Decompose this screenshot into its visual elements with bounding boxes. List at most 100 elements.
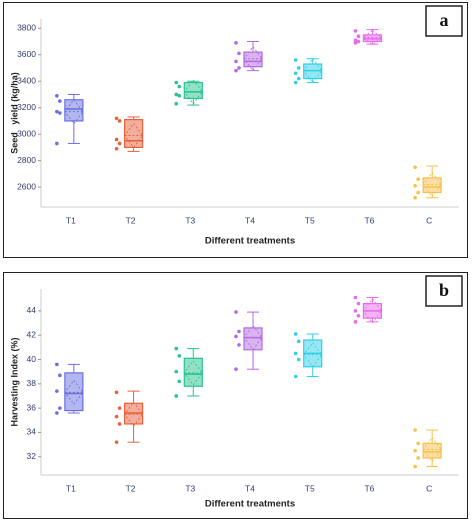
chart: 32 34 36 38 40 42 44 Harvesting Index (%) Differ… <box>9 275 463 510</box>
data-point <box>55 389 59 393</box>
y-tick-label: 3400 <box>17 75 36 85</box>
data-point <box>356 34 361 39</box>
data-point <box>114 440 119 444</box>
data-point <box>293 374 298 379</box>
mean-diamond <box>124 122 144 149</box>
y-tick-label: 36 <box>27 402 37 412</box>
data-point <box>353 295 358 300</box>
y-axis-label: Seed yield (kg/ha) <box>9 72 19 154</box>
x-axis-label: Different treatments <box>205 499 295 510</box>
data-point <box>413 165 417 170</box>
x-tick-label: T2 <box>126 483 136 493</box>
data-point <box>174 92 179 97</box>
panel-label-box <box>425 275 463 307</box>
data-point <box>416 456 420 460</box>
data-point <box>174 80 179 85</box>
mean-diamond <box>303 57 323 84</box>
data-point <box>55 362 59 367</box>
data-point <box>234 41 238 45</box>
data-point <box>353 309 358 313</box>
data-point <box>293 351 298 356</box>
data-point <box>353 29 358 33</box>
data-point <box>58 99 62 103</box>
x-tick-label: T5 <box>305 483 315 493</box>
data-point <box>177 379 182 384</box>
panel-label-box <box>425 5 463 37</box>
data-point <box>237 343 241 347</box>
mean-diamond <box>183 360 203 386</box>
panel-b: 32 34 36 38 40 42 44 Harvesting Index (%) Differ… <box>3 272 468 519</box>
data-point <box>177 84 182 89</box>
data-point <box>55 109 59 114</box>
data-point <box>353 320 358 324</box>
y-tick-label: 42 <box>27 329 37 339</box>
x-tick-label: T6 <box>364 483 374 493</box>
y-tick-label: 3000 <box>17 128 36 138</box>
data-point <box>174 394 179 398</box>
data-point <box>237 66 241 70</box>
mean-diamond <box>422 171 442 198</box>
y-tick-label: 44 <box>27 305 37 315</box>
data-point <box>117 119 122 123</box>
y-tick-label: 40 <box>27 354 37 364</box>
data-point <box>177 354 182 358</box>
data-point <box>234 367 238 372</box>
box <box>243 51 263 68</box>
x-tick-label: T6 <box>364 215 374 225</box>
data-point <box>174 369 179 374</box>
data-point <box>174 101 179 106</box>
data-point <box>237 51 241 56</box>
x-tick-label: T3 <box>185 215 195 225</box>
box <box>422 442 442 459</box>
box <box>422 177 442 194</box>
data-point <box>296 76 301 81</box>
mean-diamond <box>183 79 203 105</box>
data-point <box>114 390 119 395</box>
data-point <box>234 68 238 73</box>
data-point <box>174 346 179 351</box>
chart: 2600 2800 3000 3200 3400 3600 3800 Seed yield (… <box>9 5 463 247</box>
data-point <box>58 373 62 378</box>
y-tick-label: 3600 <box>17 49 36 59</box>
x-tick-label: C <box>426 215 432 225</box>
data-point <box>114 116 119 121</box>
data-point <box>356 39 361 44</box>
data-point <box>114 146 119 151</box>
data-point <box>58 111 62 115</box>
data-point <box>234 59 238 64</box>
y-axis-label: Harvesting Index (%) <box>9 337 19 426</box>
data-point <box>416 190 420 195</box>
data-point <box>413 464 417 469</box>
y-tick-label: 3200 <box>17 102 36 112</box>
y-tick-label: 38 <box>27 378 37 388</box>
data-point <box>413 195 417 200</box>
y-tick-label: 2600 <box>17 181 36 191</box>
y-tick-label: 2800 <box>17 155 36 165</box>
data-point <box>114 137 119 142</box>
x-axis-label: Different treatments <box>205 236 295 247</box>
data-point <box>293 332 298 336</box>
box <box>183 357 203 387</box>
mean-diamond <box>422 436 442 463</box>
data-point <box>234 334 238 339</box>
y-tick-label: 32 <box>27 451 37 461</box>
mean-diamond <box>243 45 263 72</box>
data-point <box>117 422 122 426</box>
data-point <box>353 41 358 45</box>
data-point <box>55 411 59 415</box>
data-point <box>416 441 420 446</box>
x-tick-label: T5 <box>305 215 315 225</box>
panel-a: 2600 2800 3000 3200 3400 3600 3800 Seed yield (… <box>3 2 468 258</box>
data-point <box>117 406 122 410</box>
box <box>183 81 203 100</box>
data-point <box>117 141 122 146</box>
mean-diamond <box>362 298 382 324</box>
data-point <box>55 93 59 98</box>
x-tick-label: T1 <box>66 483 76 493</box>
data-point <box>413 448 417 453</box>
data-point <box>55 141 59 146</box>
data-point <box>293 80 298 85</box>
y-tick-label: 34 <box>27 427 37 437</box>
box <box>243 327 263 351</box>
